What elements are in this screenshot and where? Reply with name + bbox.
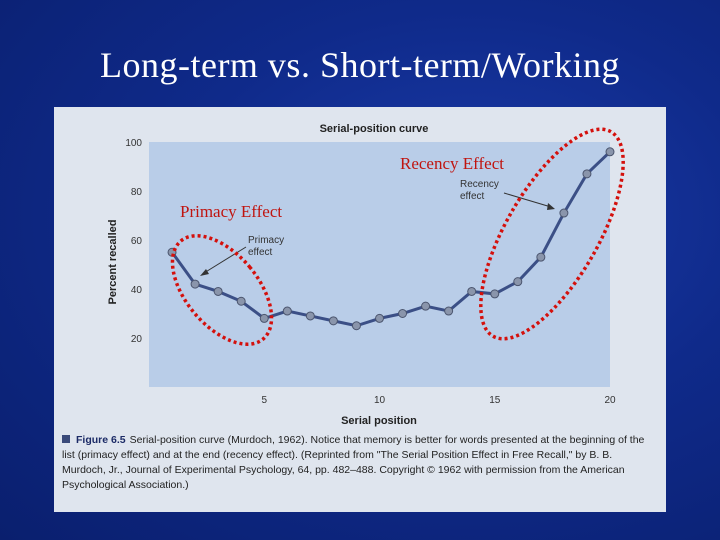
data-point [282, 306, 292, 316]
y-tick-label: 100 [125, 138, 142, 149]
primacy-annotation-line1: Primacy [248, 235, 284, 246]
data-point [328, 316, 338, 326]
data-point [421, 301, 431, 311]
recency-annotation-line2: effect [460, 191, 484, 202]
x-tick-label: 15 [489, 395, 501, 406]
slide-title: Long-term vs. Short-term/Working [99, 45, 621, 85]
chart-title: Serial-position curve [320, 123, 429, 135]
data-point [375, 313, 384, 323]
data-point [213, 286, 223, 296]
x-axis-title: Serial position [341, 415, 417, 427]
y-tick-label: 40 [131, 285, 143, 296]
caption-figure-number: Figure 6.5 [76, 434, 126, 446]
x-tick-label: 5 [261, 395, 267, 406]
primacy-annotation-line2: effect [248, 247, 272, 258]
y-tick-label: 80 [131, 187, 143, 198]
data-point [513, 277, 523, 287]
data-point [259, 313, 269, 323]
data-point [490, 289, 500, 299]
figure-caption: Figure 6.5 Serial-position curve (Murdoch… [62, 433, 658, 493]
x-tick-label: 10 [374, 395, 386, 406]
figure-panel: Serial-position curve 20 40 60 80 100 5 10 15 2… [54, 107, 666, 512]
y-tick-label: 20 [131, 334, 143, 345]
data-point [190, 279, 200, 289]
serial-position-chart: Serial-position curve 20 40 60 80 100 5 10 15 2… [107, 123, 616, 427]
caption-bullet-icon [62, 435, 70, 443]
y-tick-label: 60 [131, 236, 143, 247]
data-point [398, 309, 408, 318]
data-point [167, 247, 177, 257]
y-axis-title: Percent recalled [107, 220, 119, 305]
data-point [559, 208, 569, 218]
caption-text: Serial-position curve (Murdoch, 1962). N… [62, 434, 645, 491]
data-point [236, 296, 246, 306]
recency-annotation-line1: Recency [460, 179, 499, 190]
data-point [444, 306, 454, 316]
data-point [605, 147, 615, 157]
data-point [536, 252, 546, 262]
data-point [467, 286, 477, 296]
data-point [582, 169, 592, 179]
data-point [351, 321, 361, 331]
x-tick-label: 20 [604, 395, 616, 406]
data-point [305, 311, 315, 321]
